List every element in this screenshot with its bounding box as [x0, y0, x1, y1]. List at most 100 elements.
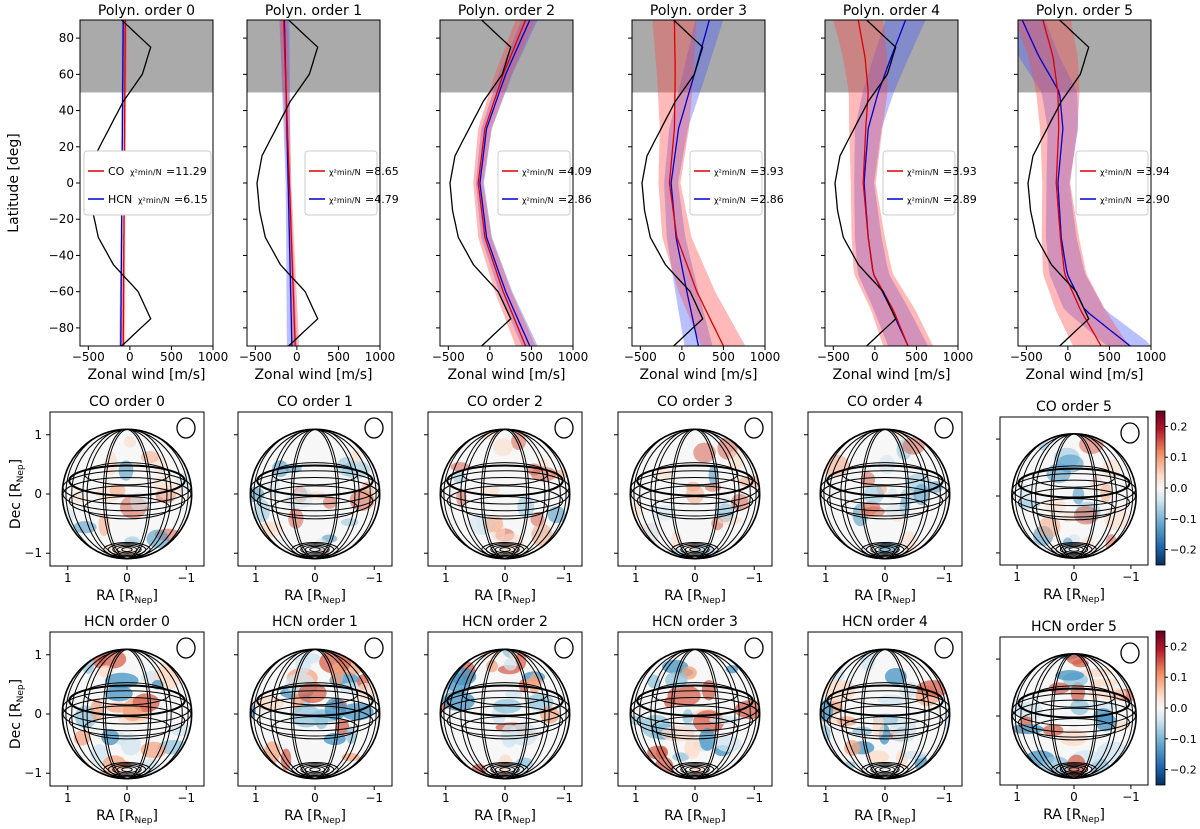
polar-circle	[865, 763, 905, 776]
legend: χ²min/N =4.09 χ²min/N =2.86	[497, 150, 592, 216]
y-axis-label: Latitude [deg]	[6, 133, 22, 232]
reference-profile-line	[449, 19, 512, 347]
residual-blob	[693, 442, 716, 463]
reference-profile-line	[256, 19, 319, 347]
latitude-circle	[651, 462, 739, 486]
legend-chi-label: χ²min/N	[907, 196, 939, 205]
residual-blob	[704, 482, 722, 492]
beam-ellipse	[934, 637, 954, 659]
excluded-latitude-band	[632, 20, 765, 93]
hcn-uncertainty-band	[664, 20, 724, 346]
co-map-panel-2: 1 0 −1 CO order 2 RA [RNep]	[424, 394, 583, 606]
disk-background	[820, 429, 950, 559]
residual-blob	[481, 485, 500, 496]
residual-blob	[836, 716, 857, 727]
x-tick-label: 1	[1013, 790, 1021, 804]
panel-title: Polyn. order 1	[265, 3, 362, 19]
polar-circle	[494, 545, 516, 554]
x-tick-label: 0	[691, 571, 699, 585]
residual-blob	[867, 750, 890, 764]
beam-ellipse	[176, 637, 196, 659]
x-tick-label: 1000	[1136, 350, 1167, 364]
residual-blob	[493, 438, 513, 456]
residual-blob	[862, 506, 885, 518]
colorbar-tick-label: 0.0	[1170, 482, 1188, 495]
x-tick-label: 1	[442, 791, 450, 805]
x-tick-label: 1	[252, 791, 260, 805]
legend-chi-value: =2.86	[558, 193, 592, 206]
latitude-circle	[62, 470, 192, 505]
latitude-circle	[256, 485, 374, 517]
x-tick-label: 1000	[943, 350, 974, 364]
beam-ellipse	[554, 417, 574, 439]
latitude-circle	[1032, 685, 1116, 708]
x-tick-label: −1	[177, 791, 195, 805]
legend: χ²min/N =3.94 χ²min/N =2.90	[1075, 150, 1170, 216]
residual-field	[440, 649, 570, 779]
polar-circle	[295, 543, 335, 556]
wind-profile-panels: −500 0 500 1000 80 60 40 20 0 −20 −40 −60 −80 Polyn. …	[49, 3, 1170, 383]
panel-title: Polyn. order 0	[98, 3, 195, 19]
residual-blob	[887, 488, 898, 500]
latitude-circle	[1012, 699, 1136, 733]
map-title: CO order 5	[1036, 399, 1112, 415]
excluded-latitude-band	[440, 20, 573, 93]
polar-circle	[684, 765, 706, 774]
legend: χ²min/N =8.65 χ²min/N =4.79	[304, 150, 399, 216]
co-profile-line	[282, 19, 296, 347]
residual-blob	[647, 674, 661, 689]
panel-title: Polyn. order 4	[843, 3, 940, 19]
latitude-circle	[461, 682, 549, 706]
legend-chi-label: χ²min/N	[138, 196, 170, 205]
x-tick-label: −500	[72, 350, 105, 364]
x-axis-label: RA [RNep]	[854, 808, 916, 826]
polar-circle	[671, 762, 719, 778]
x-tick-label: 500	[1098, 350, 1121, 364]
polar-circle	[675, 543, 715, 556]
x-tick-label: −1	[365, 791, 383, 805]
latitude-circle	[636, 705, 754, 737]
polar-circle	[481, 542, 529, 558]
latitude-circle	[820, 697, 950, 732]
polar-circle	[481, 762, 529, 778]
x-tick-label: 0	[293, 350, 301, 364]
y-tick-label: −60	[49, 285, 74, 299]
colorbar	[1155, 630, 1166, 786]
x-tick-label: 0	[501, 571, 509, 585]
excluded-latitude-band	[80, 20, 213, 93]
x-axis-label: Zonal wind [m/s]	[254, 367, 372, 383]
residual-blob	[1080, 668, 1113, 677]
polar-circle	[121, 767, 133, 773]
polar-circle	[309, 767, 321, 773]
polar-circle	[689, 547, 701, 553]
latitude-circle	[630, 477, 760, 512]
legend: χ²min/N =3.93 χ²min/N =2.86	[689, 150, 784, 216]
latitude-circle	[250, 690, 380, 725]
co-map-panel-1: 1 0 −1 CO order 1 RA [RNep]	[234, 394, 393, 606]
x-tick-label: −500	[432, 350, 465, 364]
x-tick-label: −1	[555, 571, 573, 585]
x-tick-label: 500	[160, 350, 183, 364]
latitude-circle	[820, 470, 950, 505]
map-title: CO order 0	[89, 394, 165, 410]
y-tick-label: −1	[24, 766, 42, 780]
polar-circle	[1051, 762, 1097, 777]
meridian	[259, 648, 377, 780]
meridian	[1020, 653, 1134, 779]
legend-chi-value: =4.79	[365, 193, 399, 206]
residual-blob	[330, 662, 344, 686]
x-tick-label: −1	[745, 571, 763, 585]
polar-circle	[300, 764, 330, 775]
x-tick-label: −500	[1010, 350, 1043, 364]
polar-circle	[103, 762, 151, 778]
x-tick-label: −500	[239, 350, 272, 364]
polar-circle	[874, 765, 896, 774]
x-axis-label: Zonal wind [m/s]	[639, 367, 757, 383]
latitude-circle	[630, 697, 760, 732]
residual-blob	[900, 488, 917, 505]
latitude-circle	[841, 682, 929, 706]
residual-blob	[267, 475, 280, 498]
co-uncertainty-band	[473, 20, 536, 346]
beam-ellipse	[554, 637, 574, 659]
y-tick-label: −1	[24, 546, 42, 560]
